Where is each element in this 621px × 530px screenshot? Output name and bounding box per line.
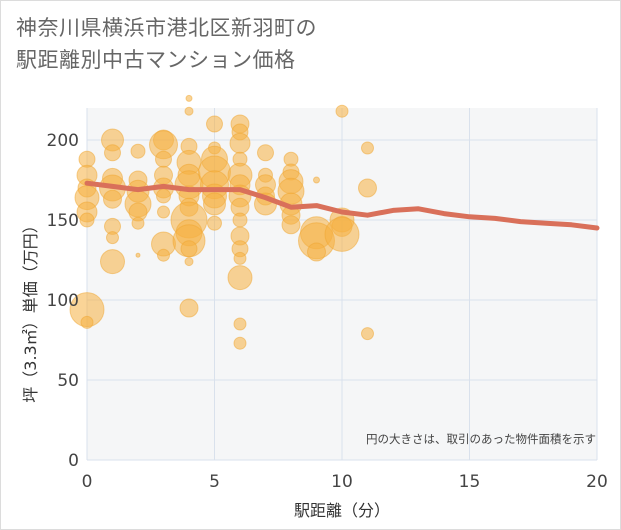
data-bubble: [130, 143, 146, 159]
x-tick-labels: 0 5 10 15 20: [82, 472, 608, 492]
size-annotation: 円の大きさは、取引のあった物件面積を示す: [366, 432, 596, 446]
data-bubble: [358, 178, 377, 198]
y-tick-label: 150: [47, 211, 79, 231]
data-bubble: [155, 150, 172, 168]
data-bubble: [184, 106, 194, 116]
data-bubble: [233, 317, 247, 331]
data-bubble: [281, 215, 301, 235]
data-bubble: [232, 212, 248, 228]
data-bubble: [335, 104, 349, 118]
data-bubble: [233, 251, 247, 265]
data-bubble: [157, 248, 170, 262]
chart-title-line2: 駅距離別中古マンション価格: [16, 48, 296, 72]
data-bubble: [307, 242, 326, 262]
y-tick-labels: 0 50 100 150 200: [47, 131, 79, 471]
chart-title-line1: 神奈川県横浜市港北区新羽町の: [16, 16, 317, 40]
data-bubble: [103, 189, 122, 209]
data-bubble: [324, 216, 360, 252]
chart-title: 神奈川県横浜市港北区新羽町の 駅距離別中古マンション価格: [16, 12, 576, 76]
x-tick-label: 15: [459, 472, 481, 492]
data-bubble: [106, 231, 119, 245]
data-bubble: [104, 144, 121, 162]
y-tick-label: 0: [68, 451, 79, 471]
y-tick-label: 100: [47, 291, 79, 311]
data-bubble: [80, 315, 94, 329]
x-tick-label: 20: [586, 472, 608, 492]
data-bubble: [361, 141, 374, 155]
y-axis-label: 坪（3.3㎡）単価（万円）: [21, 217, 40, 402]
data-bubble: [135, 252, 141, 258]
x-axis-label: 駅距離（分）: [294, 501, 390, 520]
data-bubble: [131, 216, 145, 230]
x-tick-label: 5: [209, 472, 220, 492]
data-bubble: [227, 265, 253, 291]
data-bubble: [207, 215, 222, 231]
data-bubble: [79, 212, 95, 228]
y-tick-label: 200: [47, 131, 79, 151]
data-bubble: [203, 192, 226, 216]
data-bubble: [257, 144, 274, 162]
y-tick-label: 50: [57, 371, 79, 391]
data-bubble: [184, 257, 194, 267]
trend-line: [84, 180, 600, 231]
data-bubble: [180, 240, 198, 258]
data-bubble: [229, 132, 251, 154]
data-bubble: [179, 298, 199, 318]
data-bubble: [206, 115, 223, 133]
data-bubble: [233, 336, 247, 350]
x-tick-label: 10: [331, 472, 353, 492]
data-bubble: [100, 249, 125, 275]
data-bubble: [157, 205, 170, 219]
data-bubble: [156, 188, 171, 204]
data-bubble: [185, 94, 193, 102]
data-bubble: [313, 176, 320, 184]
data-bubble: [361, 327, 374, 341]
x-tick-label: 0: [82, 472, 93, 492]
